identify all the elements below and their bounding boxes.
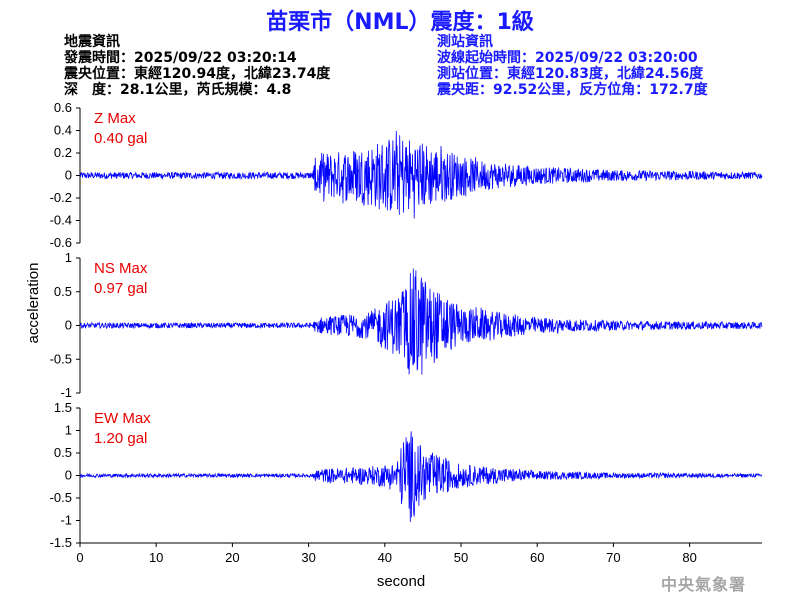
y-tick-label: 0.4 [54, 123, 72, 138]
depth-magnitude: 深 度：28.1公里，芮氏規模：4.8 [64, 82, 292, 98]
station-info-heading: 測站資訊 [437, 34, 493, 50]
y-tick-label: 0.6 [54, 100, 72, 115]
agency-watermark: 中央氣象署 [660, 575, 746, 594]
x-tick-label: 40 [378, 550, 392, 565]
x-tick-label: 60 [530, 550, 544, 565]
y-tick-label: 0 [65, 468, 72, 483]
max-label-z: Z Max [94, 110, 136, 127]
y-tick-label: -0.4 [50, 213, 72, 228]
max-value-ns: 0.97 gal [94, 280, 147, 297]
page-title: 苗栗市（NML）震度：1級 [266, 10, 534, 35]
earthquake-info-heading: 地震資訊 [64, 34, 120, 50]
max-value-ew: 1.20 gal [94, 430, 147, 447]
y-tick-label: 0.5 [54, 445, 72, 460]
max-label-ew: EW Max [94, 410, 151, 427]
x-tick-label: 70 [606, 550, 620, 565]
y-tick-label: 1 [65, 250, 72, 265]
y-tick-label: -0.2 [50, 190, 72, 205]
x-axis-title: second [377, 573, 425, 590]
y-tick-label: 0.2 [54, 145, 72, 160]
waveform-ns [79, 268, 763, 375]
epicenter-location: 震央位置：東經120.94度，北緯23.74度 [64, 66, 331, 82]
y-tick-label: 0 [65, 318, 72, 333]
origin-time: 發震時間：2025/09/22 03:20:14 [64, 50, 297, 66]
y-tick-label: -1 [60, 513, 72, 528]
max-label-ns: NS Max [94, 260, 148, 277]
x-tick-label: 50 [454, 550, 468, 565]
y-tick-label: 1.5 [54, 400, 72, 415]
y-tick-label: -1.5 [50, 535, 72, 550]
waveform-start-time: 波線起始時間：2025/09/22 03:20:00 [437, 50, 698, 66]
y-axis-title: acceleration [25, 263, 42, 344]
station-info: 測站資訊 波線起始時間：2025/09/22 03:20:00 測站位置：東經1… [437, 34, 708, 98]
x-tick-label: 20 [225, 550, 239, 565]
y-tick-label: -0.5 [50, 351, 72, 366]
y-tick-label: -0.5 [50, 490, 72, 505]
x-tick-label: 80 [682, 550, 696, 565]
epicentral-distance: 震央距：92.52公里，反方位角：172.7度 [437, 82, 708, 98]
max-value-z: 0.40 gal [94, 130, 147, 147]
x-tick-label: 10 [149, 550, 163, 565]
station-location: 測站位置：東經120.83度，北緯24.56度 [437, 66, 704, 82]
y-tick-label: -0.6 [50, 235, 72, 250]
waveform-z [79, 130, 763, 219]
y-tick-label: 0.5 [54, 284, 72, 299]
y-tick-label: 0 [65, 168, 72, 183]
y-tick-label: 1 [65, 423, 72, 438]
x-tick-label: 30 [301, 550, 315, 565]
earthquake-info: 地震資訊 發震時間：2025/09/22 03:20:14 震央位置：東經120… [64, 34, 330, 98]
x-tick-label: 0 [76, 550, 83, 565]
waveform-ew [79, 431, 763, 523]
y-tick-label: -1 [60, 385, 72, 400]
